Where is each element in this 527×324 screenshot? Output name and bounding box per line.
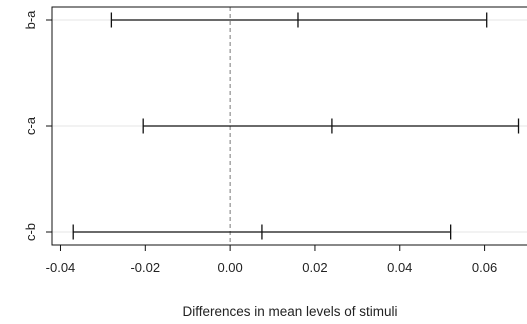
x-tick-label: 0.04 [387,260,412,275]
y-axis: b-a c-a c-b [23,10,52,241]
confidence-intervals [72,12,520,240]
plot-frame [51,6,527,246]
y-tick-label-c-a: c-a [23,116,38,135]
y-tick-label-b-a: b-a [23,10,38,30]
x-tick-label: 0.06 [472,260,497,275]
x-tick-label: -0.02 [130,260,160,275]
x-axis: -0.04 -0.02 0.00 0.02 0.04 0.06 [46,245,497,275]
y-tick-label-c-b: c-b [23,223,38,241]
x-tick-label: 0.00 [217,260,242,275]
interval-c-a [142,118,520,134]
interval-b-a [110,12,488,28]
x-tick-label: -0.04 [46,260,76,275]
interval-c-b [72,224,452,240]
x-axis-title: Differences in mean levels of stimuli [182,304,397,319]
x-tick-label: 0.02 [302,260,327,275]
